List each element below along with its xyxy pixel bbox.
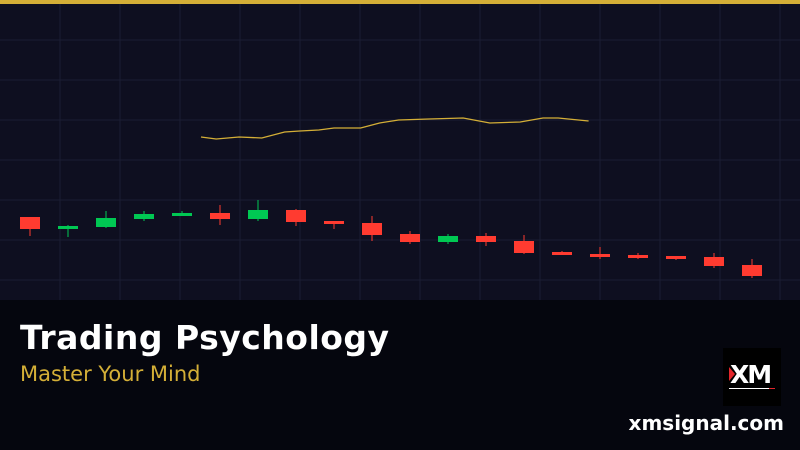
banner-title: Trading Psychology — [20, 318, 390, 357]
candle-bullish — [134, 211, 154, 221]
candle-bearish — [704, 253, 724, 268]
candle-bearish — [628, 253, 648, 259]
candle-body — [248, 210, 268, 219]
candle-bearish — [362, 216, 382, 241]
caption-panel — [0, 300, 800, 450]
candle-body — [742, 265, 762, 276]
candle-bullish — [58, 225, 78, 237]
candle-body — [210, 213, 230, 219]
candle-body — [172, 213, 192, 216]
banner-subtitle: Master Your Mind — [20, 362, 201, 386]
candle-bearish — [20, 217, 40, 236]
logo-text: XM — [730, 360, 772, 389]
xm-logo: XM — [723, 348, 781, 406]
candle-body — [476, 236, 496, 242]
candle-bullish — [96, 211, 116, 228]
candle-bullish — [438, 234, 458, 244]
candle-body — [400, 234, 420, 242]
candle-body — [58, 226, 78, 229]
candle-body — [20, 217, 40, 229]
candle-bearish — [286, 209, 306, 226]
candle-bullish — [172, 211, 192, 216]
logo-underline — [729, 388, 769, 389]
candle-body — [96, 218, 116, 227]
candle-bearish — [324, 221, 344, 229]
logo-underline-accent — [769, 388, 775, 389]
chart-grid — [0, 4, 800, 300]
candles — [20, 200, 762, 278]
website-url: xmsignal.com — [628, 411, 784, 435]
candle-body — [704, 257, 724, 266]
candle-bearish — [514, 235, 534, 254]
candle-bullish — [248, 200, 268, 221]
candle-body — [628, 255, 648, 258]
candle-body — [438, 236, 458, 242]
candle-bearish — [210, 205, 230, 225]
candle-bearish — [476, 233, 496, 246]
candle-body — [666, 256, 686, 259]
candle-bearish — [552, 251, 572, 255]
candle-body — [324, 221, 344, 224]
candle-body — [590, 254, 610, 257]
candle-body — [514, 241, 534, 253]
candle-body — [552, 252, 572, 255]
moving-average-line — [200, 117, 589, 140]
candle-body — [362, 223, 382, 235]
candlestick-chart — [0, 4, 800, 300]
candle-body — [134, 214, 154, 219]
logo-red-triangle-icon — [729, 367, 735, 381]
candle-bearish — [590, 247, 610, 259]
candle-bearish — [666, 256, 686, 260]
accent-top-border — [0, 0, 800, 4]
candle-bearish — [400, 231, 420, 244]
candle-body — [286, 210, 306, 222]
chart-svg — [0, 4, 800, 300]
candle-bearish — [742, 259, 762, 278]
